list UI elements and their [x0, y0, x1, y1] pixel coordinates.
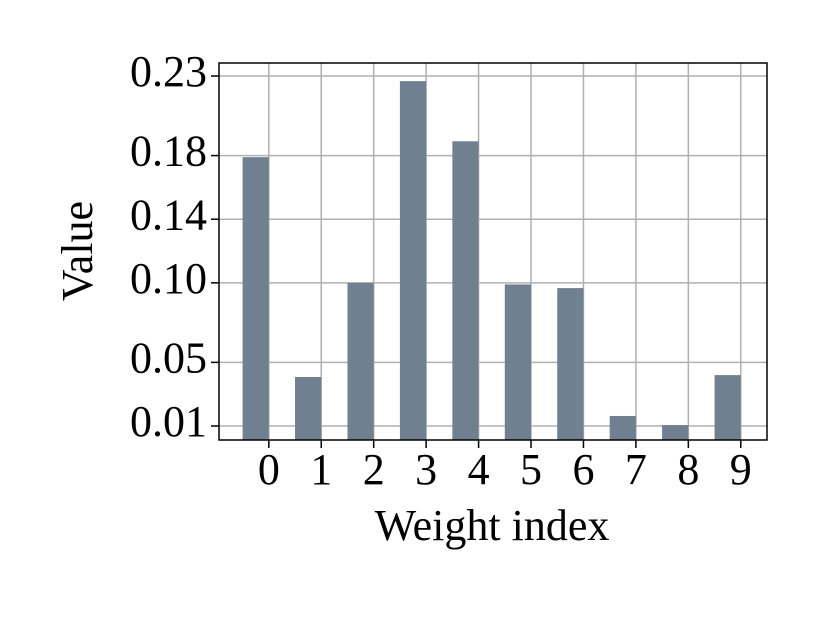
x-tick-label: 0: [258, 445, 280, 494]
bar: [295, 377, 322, 440]
bar: [452, 141, 479, 440]
x-tick-label: 1: [310, 445, 332, 494]
y-tick-label: 0.18: [130, 127, 207, 176]
x-tick-label: 2: [363, 445, 385, 494]
x-tick-label: 6: [572, 445, 594, 494]
bar: [347, 282, 374, 440]
y-tick-label: 0.23: [130, 47, 207, 96]
y-tick-label: 0.01: [130, 397, 207, 446]
bar: [557, 288, 584, 440]
x-tick-label: 3: [415, 445, 437, 494]
x-tick-label: 4: [468, 445, 490, 494]
bar: [242, 157, 269, 440]
x-tick-label: 5: [520, 445, 542, 494]
y-axis-label: Value: [53, 201, 102, 301]
x-tick-label: 7: [625, 445, 647, 494]
bar: [714, 375, 741, 440]
plot-frame: [218, 62, 768, 441]
bar: [504, 284, 532, 440]
y-tick-label: 0.14: [130, 190, 207, 239]
bar: [662, 425, 689, 440]
x-tick-label: 9: [730, 445, 752, 494]
x-axis-label: Weight index: [375, 501, 610, 550]
bar: [399, 81, 427, 440]
bar: [609, 415, 636, 440]
y-tick-label: 0.05: [130, 333, 207, 382]
y-tick-label: 0.10: [130, 254, 207, 303]
x-tick-label: 8: [677, 445, 699, 494]
